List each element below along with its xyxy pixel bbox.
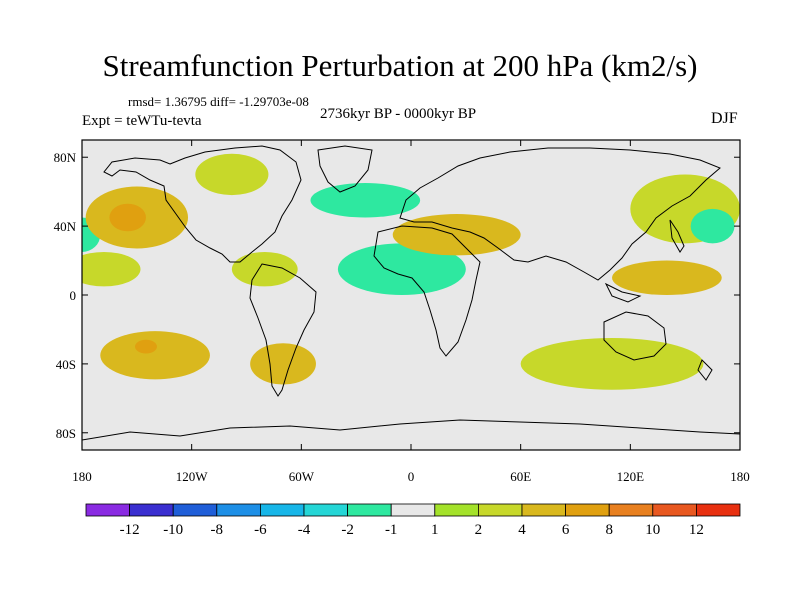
region-east-asia-core [690,208,735,244]
coast-new-zealand [697,359,713,381]
colorbar-label: -6 [254,522,267,538]
coast-indonesia [604,282,642,303]
lon-ticks: 180 120W 60W 0 60E 120E 180 [72,140,750,484]
colorbar-label: 1 [431,522,439,538]
region-southern-ocean-east [520,338,704,390]
colorbar-swatch [85,503,130,517]
colorbar-label: 6 [562,522,570,538]
colorbar-swatch [172,503,218,517]
lon-tick-label: 0 [408,469,415,484]
colorbar-swatch [390,503,436,517]
experiment-label: Expt = teWTu-tevta [82,113,202,129]
region-south-atlantic-band [328,348,494,397]
lon-tick-label: 180 [730,469,750,484]
lon-tick-label: 60W [289,469,315,484]
lat-tick-label: 40S [56,357,76,372]
colorbar-swatch [259,503,305,517]
region-south-pacific-core [135,339,157,354]
colorbar-swatch [477,503,523,517]
coastlines [82,145,740,441]
coast-antarctica [82,419,740,441]
figure-title: Streamfunction Perturbation at 200 hPa (… [102,48,698,83]
lat-tick-label: 40N [54,219,77,234]
colorbar-swatch [696,503,741,517]
colorbar-swatch [565,503,610,517]
colorbar-label: -4 [298,522,311,538]
lon-tick-label: 180 [72,469,92,484]
lat-tick-label: 80N [54,150,77,165]
lat-tick-label: 80S [56,426,76,441]
region-europe-mediterranean [392,214,521,256]
colorbar-label: 12 [689,522,704,538]
colorbar-label: 10 [645,522,660,538]
region-north-pacific-east-core [109,203,146,232]
colorbar-label: -12 [120,522,140,538]
colorbar-swatch [347,503,392,517]
colorbar-label: -8 [211,522,224,538]
region-south-pacific [100,331,210,380]
colorbar-swatch [608,503,654,517]
region-north-atlantic-core [310,183,421,218]
colorbar-swatch [521,503,566,517]
colorbar-swatch [216,503,261,517]
region-greenland-arctic [246,145,466,187]
region-subtropical-pacific-north [82,251,141,287]
season-label: DJF [711,110,738,127]
colorbar-label: 2 [475,522,483,538]
stats-line: rmsd= 1.36795 diff= -1.29703e-08 [128,94,309,109]
coast-south-america [249,263,317,397]
region-siberia-arctic [420,148,549,184]
period-label: 2736kyr BP - 0000kyr BP [320,106,477,122]
colorbar-swatch [434,503,479,517]
coast-north-america [103,145,302,263]
coast-eurasia [399,147,721,281]
colorbar: -12 -10 -8 -6 -4 -2 -1 1 2 4 6 8 10 12 [85,503,741,538]
region-south-america-south [250,343,316,385]
colorbar-label: -2 [341,522,354,538]
region-caribbean [231,251,298,287]
lat-tick-label: 0 [70,288,77,303]
lat-ticks: 80N 40N 0 40S 80S [54,150,740,441]
colorbar-swatch [303,503,348,517]
region-canada-yellow [195,153,269,196]
colorbar-swatch [129,503,174,517]
lon-tick-label: 120W [176,469,209,484]
colorbar-label: 4 [518,522,526,538]
lon-tick-label: 120E [617,469,645,484]
coast-australia [603,311,667,361]
coast-greenland [317,145,373,193]
colorbar-label: -10 [163,522,183,538]
region-africa-equatorial [337,243,466,295]
colorbar-swatch [652,503,697,517]
region-africa-band [392,277,503,347]
region-west-pacific-tropics [612,260,722,295]
colorbar-label: -1 [385,522,398,538]
coast-africa [373,225,481,357]
colorbar-label: 8 [605,522,613,538]
lon-tick-label: 60E [510,469,531,484]
coast-japan [669,219,685,253]
